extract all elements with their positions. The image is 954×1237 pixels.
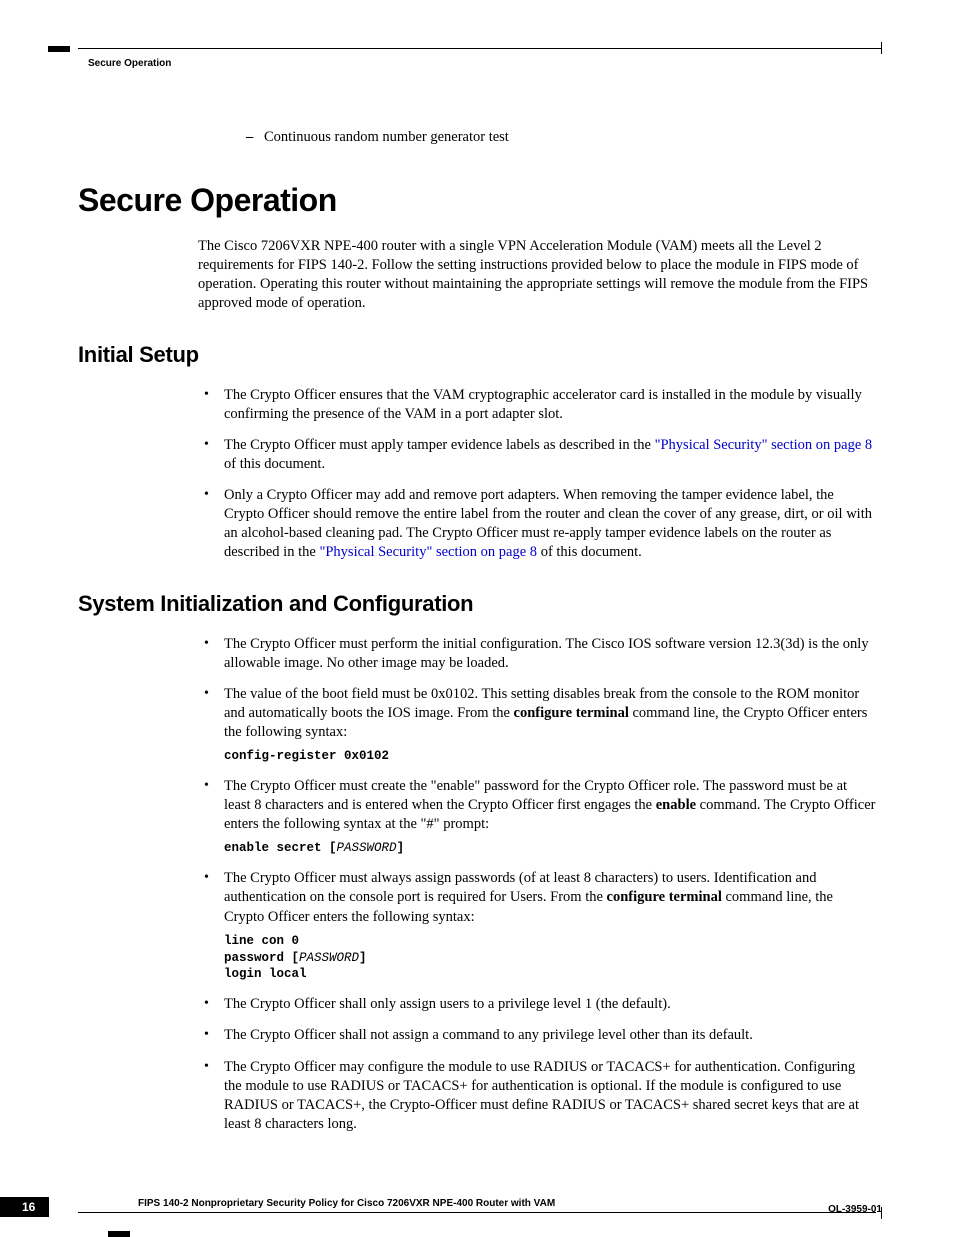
code-config-register: config-register 0x0102 xyxy=(224,748,876,765)
list-item: The Crypto Officer must perform the init… xyxy=(198,635,876,673)
footer-doc-title: FIPS 140-2 Nonproprietary Security Polic… xyxy=(138,1198,876,1209)
code-line-con: line con 0 password [PASSWORD] login loc… xyxy=(224,933,876,984)
list-item: Only a Crypto Officer may add and remove… xyxy=(198,486,876,563)
continued-subbullet: –Continuous random number generator test xyxy=(246,129,876,146)
list-item: The Crypto Officer must create the "enab… xyxy=(198,777,876,857)
physical-security-link[interactable]: "Physical Security" section on page 8 xyxy=(319,544,537,560)
intro-paragraph: The Cisco 7206VXR NPE-400 router with a … xyxy=(198,237,876,314)
page-footer: FIPS 140-2 Nonproprietary Security Polic… xyxy=(78,1198,876,1213)
list-item: The Crypto Officer shall only assign use… xyxy=(198,995,876,1014)
heading-secure-operation: Secure Operation xyxy=(78,182,876,219)
initial-setup-list: The Crypto Officer ensures that the VAM … xyxy=(198,386,876,563)
system-init-list: The Crypto Officer must perform the init… xyxy=(198,635,876,1135)
list-item: The Crypto Officer must always assign pa… xyxy=(198,869,876,983)
list-item: The Crypto Officer shall not assign a co… xyxy=(198,1026,876,1045)
code-enable-secret: enable secret [PASSWORD] xyxy=(224,840,876,857)
list-item: The Crypto Officer may configure the mod… xyxy=(198,1058,876,1135)
list-item: The Crypto Officer must apply tamper evi… xyxy=(198,436,876,474)
footer-doc-id: OL-3959-01 xyxy=(828,1204,882,1215)
subbullet-text: Continuous random number generator test xyxy=(264,129,509,145)
running-header: Secure Operation xyxy=(88,58,876,69)
page-number: 16 xyxy=(0,1197,49,1217)
physical-security-link[interactable]: "Physical Security" section on page 8 xyxy=(655,437,873,453)
heading-system-init: System Initialization and Configuration xyxy=(78,591,876,617)
list-item: The value of the boot field must be 0x01… xyxy=(198,685,876,765)
list-item: The Crypto Officer ensures that the VAM … xyxy=(198,386,876,424)
header-rule xyxy=(78,40,876,54)
heading-initial-setup: Initial Setup xyxy=(78,342,876,368)
